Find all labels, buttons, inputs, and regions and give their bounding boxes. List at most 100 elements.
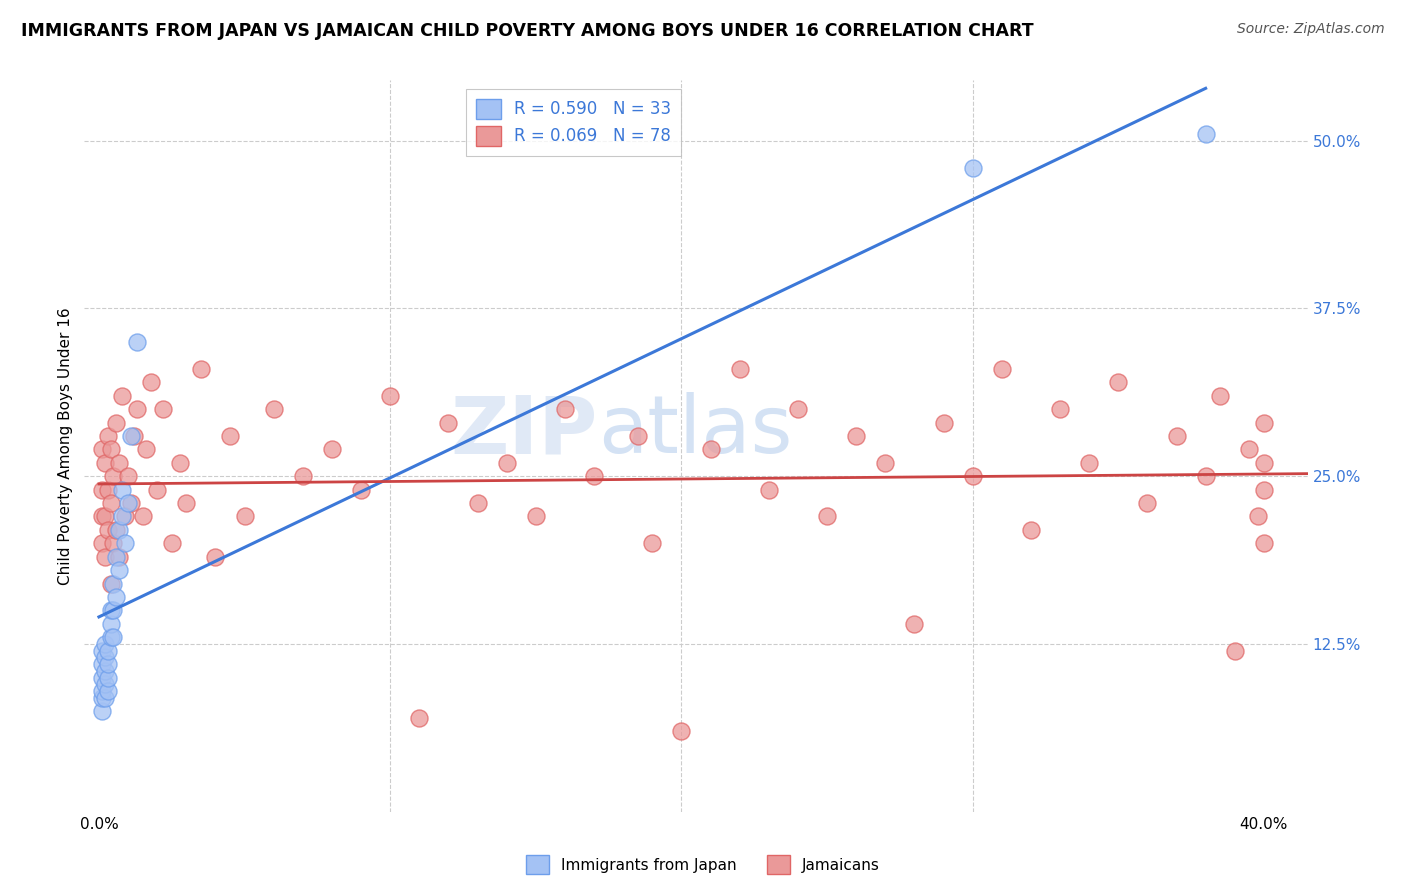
Point	[97, 483, 120, 497]
Point	[108, 456, 131, 470]
Point	[105, 416, 128, 430]
Point	[90, 509, 112, 524]
Point	[1223, 643, 1246, 657]
Point	[204, 549, 226, 564]
Point	[758, 483, 780, 497]
Point	[263, 402, 285, 417]
Point	[141, 376, 163, 390]
Point	[627, 429, 650, 443]
Point	[1049, 402, 1071, 417]
Point	[93, 650, 115, 665]
Point	[583, 469, 606, 483]
Point	[1019, 523, 1042, 537]
Point	[93, 664, 115, 678]
Point	[1253, 536, 1275, 550]
Point	[1078, 456, 1101, 470]
Point	[1239, 442, 1261, 457]
Point	[233, 509, 256, 524]
Point	[120, 429, 142, 443]
Text: ZIP: ZIP	[451, 392, 598, 470]
Point	[932, 416, 955, 430]
Point	[90, 536, 112, 550]
Point	[100, 616, 122, 631]
Point	[495, 456, 517, 470]
Point	[93, 549, 115, 564]
Point	[120, 496, 142, 510]
Point	[108, 523, 131, 537]
Point	[554, 402, 576, 417]
Point	[103, 630, 125, 644]
Point	[437, 416, 460, 430]
Point	[90, 483, 112, 497]
Point	[90, 704, 112, 718]
Point	[103, 576, 125, 591]
Point	[699, 442, 721, 457]
Point	[105, 523, 128, 537]
Point	[1166, 429, 1188, 443]
Point	[1209, 389, 1232, 403]
Point	[97, 523, 120, 537]
Point	[111, 483, 134, 497]
Point	[122, 429, 145, 443]
Point	[90, 442, 112, 457]
Point	[103, 603, 125, 617]
Point	[93, 637, 115, 651]
Point	[90, 690, 112, 705]
Point	[131, 509, 153, 524]
Point	[1107, 376, 1129, 390]
Point	[524, 509, 547, 524]
Point	[1253, 416, 1275, 430]
Point	[190, 361, 212, 376]
Point	[875, 456, 897, 470]
Point	[105, 549, 128, 564]
Point	[380, 389, 402, 403]
Point	[108, 563, 131, 577]
Point	[1136, 496, 1159, 510]
Point	[108, 549, 131, 564]
Text: atlas: atlas	[598, 392, 793, 470]
Point	[97, 657, 120, 671]
Point	[321, 442, 343, 457]
Point	[671, 724, 693, 739]
Point	[174, 496, 197, 510]
Text: Source: ZipAtlas.com: Source: ZipAtlas.com	[1237, 22, 1385, 37]
Point	[146, 483, 169, 497]
Point	[1195, 469, 1218, 483]
Point	[93, 690, 115, 705]
Point	[111, 389, 134, 403]
Point	[815, 509, 838, 524]
Point	[103, 536, 125, 550]
Point	[105, 590, 128, 604]
Point	[350, 483, 373, 497]
Point	[103, 469, 125, 483]
Point	[125, 334, 148, 349]
Point	[991, 361, 1014, 376]
Point	[100, 496, 122, 510]
Point	[97, 671, 120, 685]
Point	[135, 442, 157, 457]
Point	[90, 657, 112, 671]
Point	[641, 536, 664, 550]
Point	[100, 576, 122, 591]
Legend: Immigrants from Japan, Jamaicans: Immigrants from Japan, Jamaicans	[520, 849, 886, 880]
Point	[117, 496, 139, 510]
Point	[1253, 483, 1275, 497]
Point	[903, 616, 925, 631]
Point	[219, 429, 242, 443]
Legend: R = 0.590   N = 33, R = 0.069   N = 78: R = 0.590 N = 33, R = 0.069 N = 78	[465, 88, 682, 156]
Point	[1195, 127, 1218, 141]
Point	[100, 442, 122, 457]
Point	[291, 469, 314, 483]
Point	[408, 711, 430, 725]
Point	[111, 509, 134, 524]
Point	[125, 402, 148, 417]
Point	[97, 429, 120, 443]
Point	[962, 469, 984, 483]
Point	[169, 456, 191, 470]
Point	[1253, 456, 1275, 470]
Point	[114, 536, 136, 550]
Point	[90, 671, 112, 685]
Point	[787, 402, 810, 417]
Point	[97, 643, 120, 657]
Point	[100, 630, 122, 644]
